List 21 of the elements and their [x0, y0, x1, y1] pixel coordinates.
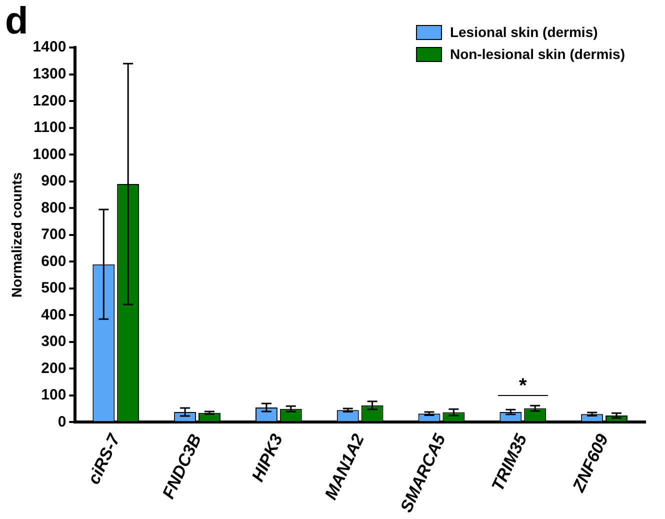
legend-label: Non-lesional skin (dermis) — [450, 46, 625, 62]
chart-title: d — [5, 0, 28, 42]
y-tick-label: 1100 — [34, 119, 66, 136]
y-tick-label: 500 — [41, 280, 66, 297]
x-tick-label: ciRS-7 — [84, 430, 124, 488]
y-tick-label: 300 — [41, 333, 66, 350]
y-tick-label: 0 — [58, 413, 66, 430]
significance-bracket: * — [498, 377, 548, 396]
y-tick-label: 1300 — [32, 65, 66, 82]
y-axis-title: Normalized counts — [8, 172, 24, 298]
y-tick-label: 200 — [41, 360, 66, 377]
y-tick-label: 900 — [41, 172, 66, 190]
y-tick-label: 600 — [41, 252, 66, 270]
y-tick-label: 800 — [41, 199, 66, 216]
y-tick-label: 400 — [41, 306, 66, 324]
y-tick-label: 100 — [41, 386, 66, 404]
y-tick-label: 1000 — [32, 146, 66, 163]
y-tick-label: 1400 — [32, 38, 66, 56]
legend-label: Lesional skin (dermis) — [450, 24, 598, 40]
y-tick-label: 700 — [41, 226, 66, 244]
y-tick-label: 1200 — [32, 92, 66, 110]
